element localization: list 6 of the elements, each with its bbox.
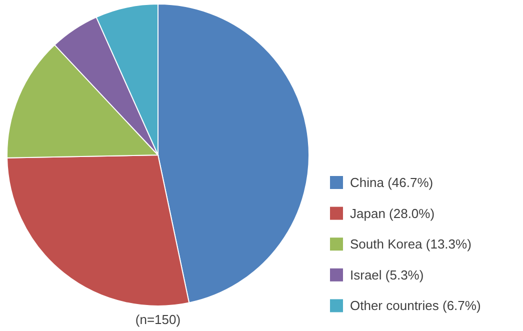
legend-label: Japan (28.0%) — [350, 206, 435, 221]
legend-label: Israel (5.3%) — [350, 267, 424, 282]
text: (n=150) — [135, 312, 181, 327]
legend-label: Other countries (6.7%) — [350, 298, 481, 314]
legend-label: South Korea (13.3%) — [350, 236, 472, 252]
legend-label: China (46.7%) — [350, 175, 434, 190]
